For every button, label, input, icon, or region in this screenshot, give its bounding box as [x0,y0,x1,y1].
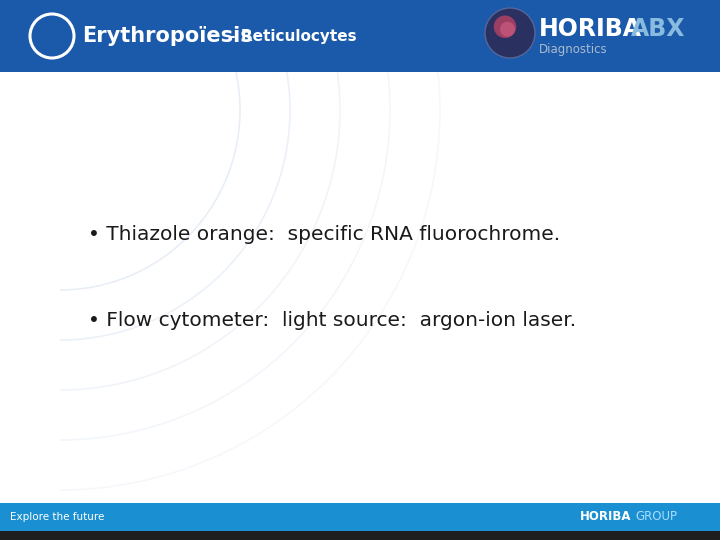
Bar [0,531,720,540]
Bar [0,0,720,72]
Bar [0,503,720,531]
Text: • Flow cytometer:  light source:  argon-ion laser.: • Flow cytometer: light source: argon-io… [88,310,576,329]
Text: Diagnostics: Diagnostics [539,43,608,56]
Text: HORIBA: HORIBA [580,510,631,523]
Circle shape [494,16,516,38]
Text: - Reticulocytes: - Reticulocytes [224,29,356,44]
Circle shape [500,22,515,37]
Text: HORIBA: HORIBA [539,17,642,41]
Text: Erythropoïesis: Erythropoïesis [82,26,253,46]
Circle shape [485,8,535,58]
Text: Explore the future: Explore the future [10,512,104,522]
Text: GROUP: GROUP [635,510,677,523]
Text: • Thiazole orange:  specific RNA fluorochrome.: • Thiazole orange: specific RNA fluoroch… [88,226,560,245]
Text: ABX: ABX [631,17,685,41]
